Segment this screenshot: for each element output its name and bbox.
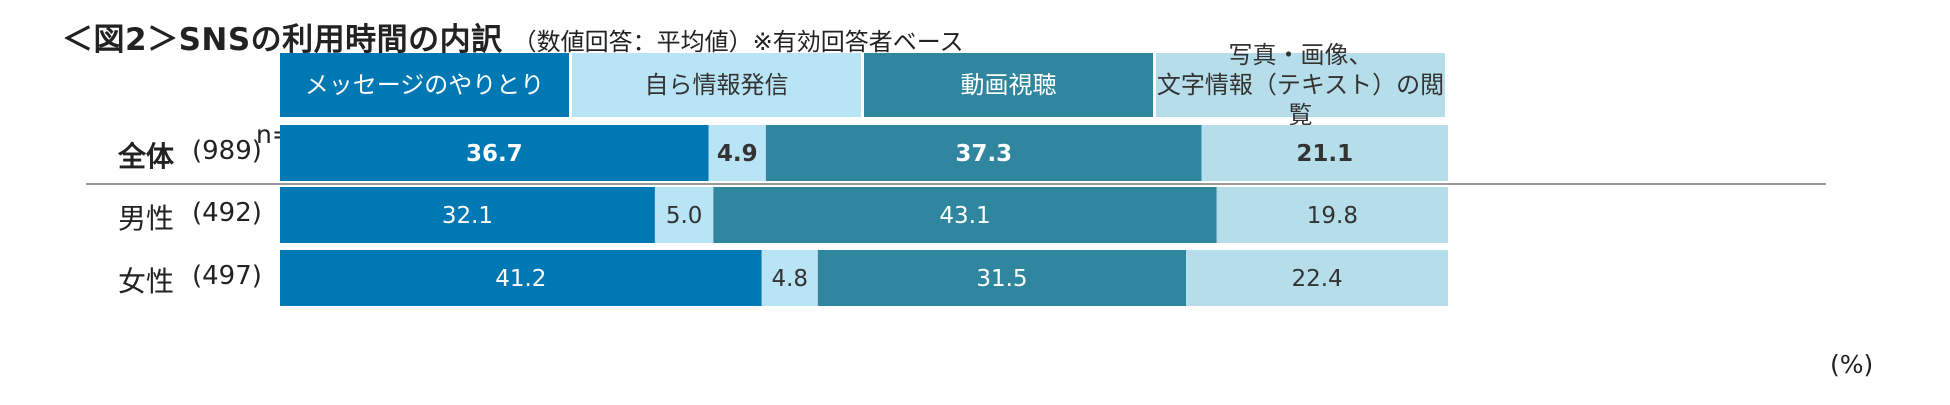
legend-label-2: 自ら情報発信 [644, 71, 789, 99]
legend-item-1: メッセージのやりとり [280, 53, 569, 117]
row-n-count: (492) [192, 198, 262, 228]
bar-segment [761, 250, 818, 306]
data-label: 19.8 [1307, 203, 1358, 229]
bar-segment [1201, 125, 1448, 181]
legend-item-2: 自ら情報発信 [572, 53, 861, 117]
legend-label-1: メッセージのやりとり [304, 71, 545, 99]
bar-segment [654, 187, 714, 243]
bar-segment [280, 125, 709, 181]
data-label: 41.2 [495, 266, 546, 292]
data-label: 21.1 [1296, 141, 1353, 167]
total-divider [86, 183, 1826, 185]
data-label: 5.0 [666, 203, 703, 229]
data-label: 22.4 [1291, 266, 1342, 292]
bar-segment [713, 187, 1217, 243]
chart-title: ＜図2＞SNSの利用時間の内訳 （数値回答：平均値）※有効回答者ベース [62, 14, 964, 59]
data-label: 37.3 [955, 141, 1012, 167]
unit-label: (%) [1830, 350, 1874, 379]
row-n-count: (989) [192, 136, 262, 166]
bar-segment [280, 187, 655, 243]
chart-title-sub: （数値回答：平均値）※有効回答者ベース [512, 28, 964, 56]
bar-segment [817, 250, 1187, 306]
row-label: 女性 [118, 265, 175, 298]
data-label: 32.1 [442, 203, 493, 229]
legend-item-4: 写真・画像、 文字情報（テキスト）の閲覧 [1156, 41, 1445, 129]
row-label: 男性 [118, 202, 175, 235]
data-label: 36.7 [466, 141, 523, 167]
legend-item-3: 動画視聴 [864, 53, 1153, 117]
data-label: 4.8 [771, 266, 808, 292]
data-label: 43.1 [939, 203, 990, 229]
row-label: 全体 [118, 140, 175, 173]
legend-label-3: 動画視聴 [960, 71, 1057, 99]
bar-segment [280, 250, 762, 306]
bar-segment [1186, 250, 1448, 306]
row-n-count: (497) [192, 261, 262, 291]
data-label: 4.9 [717, 141, 758, 167]
chart-title-main: ＜図2＞SNSの利用時間の内訳 [62, 22, 503, 58]
data-label: 31.5 [976, 266, 1027, 292]
bar-segment [1216, 187, 1448, 243]
legend-label-4: 写真・画像、 文字情報（テキスト）の閲覧 [1156, 41, 1445, 129]
bar-segment [765, 125, 1202, 181]
bar-segment [708, 125, 766, 181]
